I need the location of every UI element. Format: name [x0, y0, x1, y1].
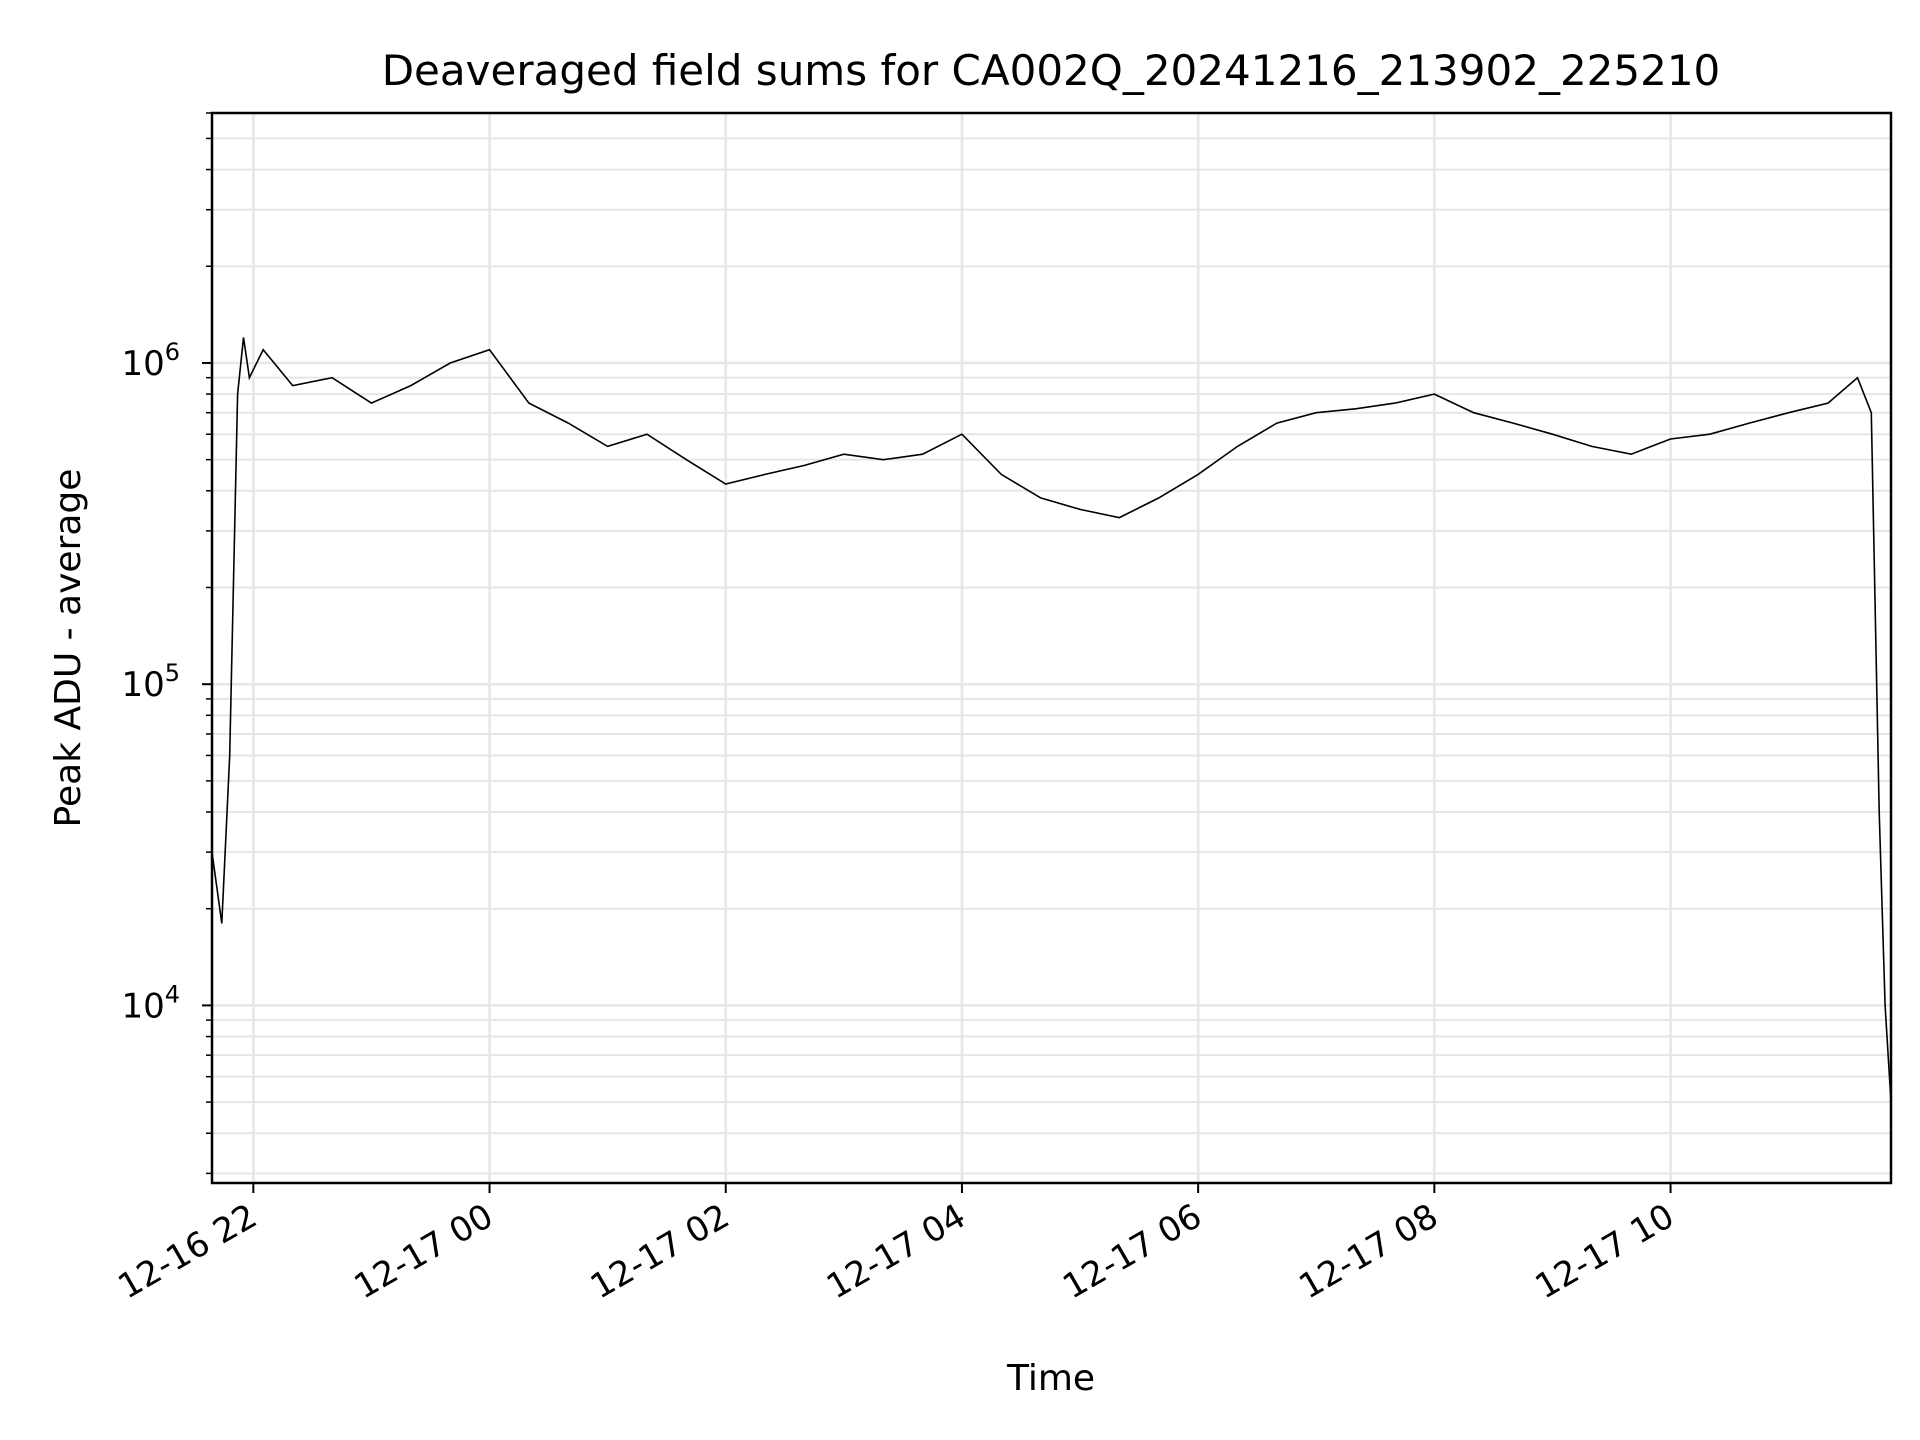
plot-frame [210, 111, 1893, 1185]
y-tick-label: 106 [121, 338, 180, 384]
x-axis-label: Time [1006, 1358, 1095, 1399]
series-layer [212, 337, 1891, 1103]
y-axis-label: Peak ADU - average [48, 469, 89, 828]
y-tick-label: 105 [121, 659, 180, 705]
grid [212, 112, 1891, 1183]
chart-title: Deaveraged field sums for CA002Q_2024121… [382, 46, 1721, 95]
series-line-1 [212, 337, 1891, 1103]
y-tick-label: 104 [121, 980, 180, 1026]
